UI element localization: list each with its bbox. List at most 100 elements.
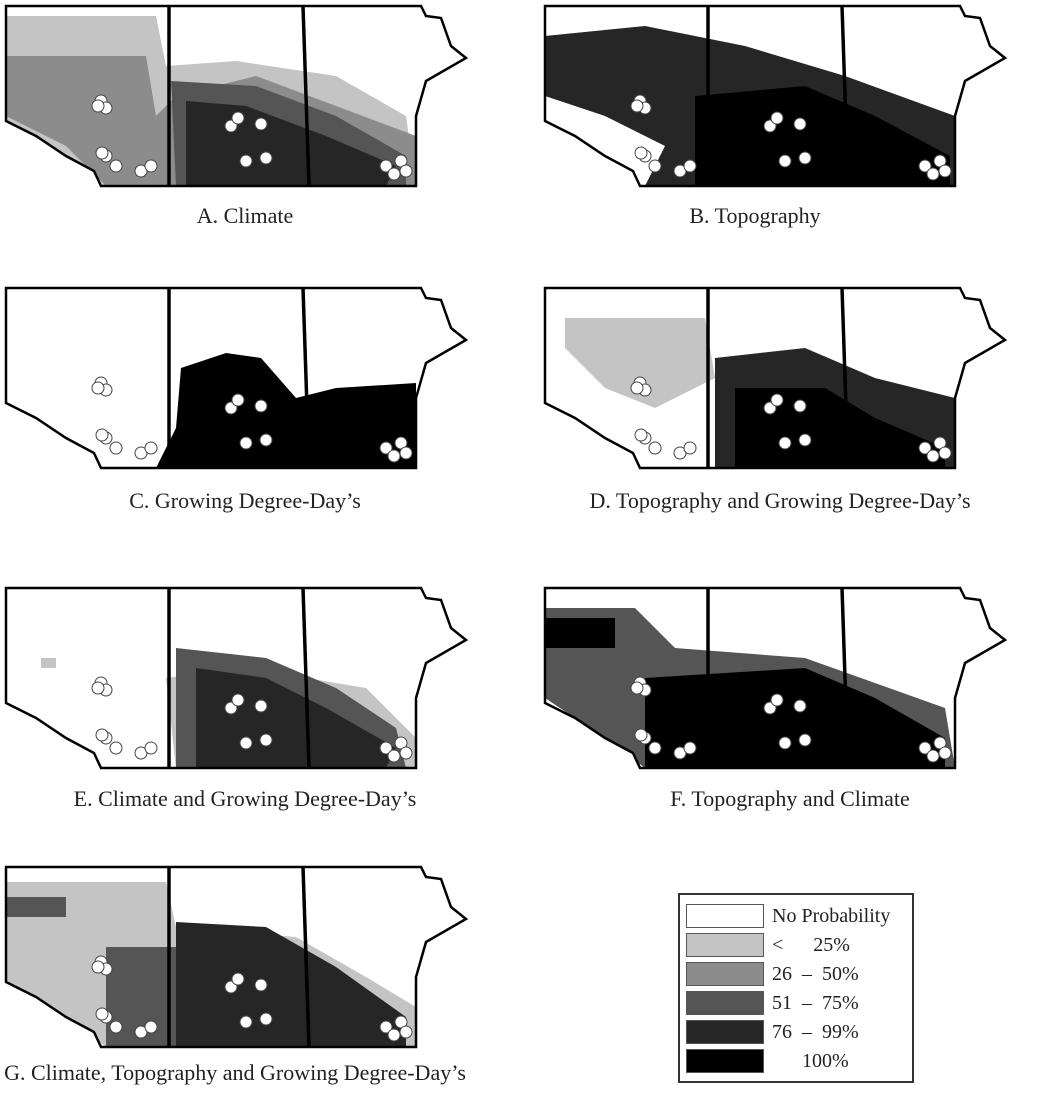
site-marker	[771, 694, 783, 706]
site-marker	[110, 160, 122, 172]
site-marker	[232, 394, 244, 406]
map-panel	[545, 588, 1005, 768]
site-marker	[260, 434, 272, 446]
site-marker	[631, 682, 643, 694]
legend-item: No Probability	[686, 903, 910, 929]
map-fill	[6, 16, 416, 186]
panel-caption: D. Topography and Growing Degree-Day’s	[589, 488, 970, 514]
site-marker	[799, 152, 811, 164]
site-marker	[96, 729, 108, 741]
site-marker	[240, 1016, 252, 1028]
site-marker	[240, 155, 252, 167]
site-marker	[232, 694, 244, 706]
site-marker	[255, 700, 267, 712]
site-marker	[635, 729, 647, 741]
map-panel	[6, 6, 466, 186]
map-fill	[156, 353, 416, 468]
legend: No Probability < 25% 26 – 50% 51 – 75% 76 – …	[678, 893, 914, 1083]
legend-label: 76 – 99%	[772, 1019, 859, 1045]
panel-caption: B. Topography	[689, 203, 820, 229]
site-marker	[939, 447, 951, 459]
map-fill	[545, 26, 955, 186]
site-marker	[779, 437, 791, 449]
site-marker	[110, 1021, 122, 1033]
site-marker	[400, 447, 412, 459]
map-panel	[545, 6, 1005, 186]
site-marker	[240, 437, 252, 449]
site-marker	[939, 165, 951, 177]
site-marker	[92, 382, 104, 394]
site-marker	[110, 442, 122, 454]
site-marker	[631, 100, 643, 112]
site-marker	[260, 152, 272, 164]
site-marker	[388, 1029, 400, 1041]
site-marker	[388, 750, 400, 762]
site-marker	[927, 450, 939, 462]
probability-area	[565, 318, 715, 408]
panel-caption: E. Climate and Growing Degree-Day’s	[74, 786, 417, 812]
site-marker	[255, 400, 267, 412]
probability-area	[156, 353, 416, 468]
site-marker	[232, 112, 244, 124]
site-marker	[649, 442, 661, 454]
site-marker	[794, 400, 806, 412]
site-marker	[96, 429, 108, 441]
legend-label: No Probability	[772, 903, 890, 929]
site-marker	[771, 394, 783, 406]
site-marker	[255, 118, 267, 130]
site-marker	[92, 961, 104, 973]
site-marker	[232, 973, 244, 985]
site-marker	[260, 1013, 272, 1025]
legend-swatch	[686, 1049, 764, 1073]
map-fill	[6, 882, 416, 1047]
map-panel	[6, 288, 466, 468]
site-marker	[684, 160, 696, 172]
site-marker	[799, 734, 811, 746]
site-marker	[145, 1021, 157, 1033]
legend-swatch	[686, 962, 764, 986]
site-marker	[649, 160, 661, 172]
legend-label: 26 – 50%	[772, 961, 859, 987]
legend-label: 100%	[772, 1048, 849, 1074]
site-marker	[96, 1008, 108, 1020]
site-marker	[794, 700, 806, 712]
site-marker	[684, 742, 696, 754]
site-marker	[110, 742, 122, 754]
legend-swatch	[686, 933, 764, 957]
legend-item: 51 – 75%	[686, 990, 910, 1016]
site-marker	[635, 147, 647, 159]
site-marker	[400, 1026, 412, 1038]
site-marker	[939, 747, 951, 759]
legend-label: 51 – 75%	[772, 990, 859, 1016]
legend-item: 76 – 99%	[686, 1019, 910, 1045]
map-panel	[545, 288, 1005, 468]
legend-item: 100%	[686, 1048, 910, 1074]
site-marker	[145, 742, 157, 754]
panel-caption: F. Topography and Climate	[670, 786, 910, 812]
map-fill	[545, 608, 955, 768]
panel-caption: G. Climate, Topography and Growing Degre…	[4, 1060, 466, 1086]
panel-caption: A. Climate	[197, 203, 294, 229]
legend-label: < 25%	[772, 932, 850, 958]
legend-swatch	[686, 991, 764, 1015]
site-marker	[240, 737, 252, 749]
site-marker	[400, 165, 412, 177]
site-marker	[927, 750, 939, 762]
figure: No Probability < 25% 26 – 50% 51 – 75% 76 – …	[0, 0, 1054, 1102]
site-marker	[260, 734, 272, 746]
map-panel	[6, 867, 466, 1047]
map-panel	[6, 588, 466, 768]
map-fill	[565, 318, 955, 468]
site-marker	[92, 100, 104, 112]
legend-item: < 25%	[686, 932, 910, 958]
site-marker	[779, 737, 791, 749]
site-marker	[255, 979, 267, 991]
site-marker	[649, 742, 661, 754]
site-marker	[927, 168, 939, 180]
site-marker	[388, 168, 400, 180]
site-marker	[96, 147, 108, 159]
site-marker	[388, 450, 400, 462]
site-marker	[631, 382, 643, 394]
site-marker	[145, 442, 157, 454]
site-marker	[779, 155, 791, 167]
